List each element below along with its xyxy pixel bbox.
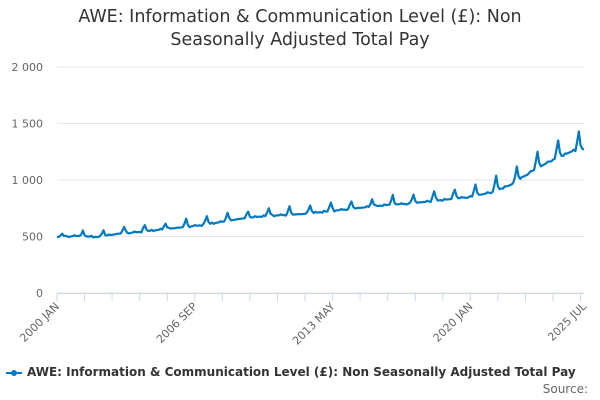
chart-title-line-2: Seasonally Adjusted Total Pay [170,30,430,50]
legend-line-marker-icon [6,368,24,378]
source-label: Source: [542,382,588,396]
x-tick-label: 2006 SEP [154,300,200,346]
plot-area [56,130,585,239]
y-tick-label: 2 000 [12,61,44,74]
y-tick-label: 1 500 [12,118,44,131]
y-tick-label: 500 [22,231,43,244]
y-tick-label: 0 [36,287,43,300]
x-tick-label: 2020 JAN [431,300,476,345]
y-axis: 0 500 1 000 1 500 2 000 [12,61,44,300]
legend-label: AWE: Information & Communication Level (… [27,365,576,379]
x-tick-label: 2013 MAY [290,300,338,348]
chart-title: AWE: Information & Communication Level (… [0,6,600,52]
x-tick-label: 2025 JUL [545,299,589,343]
series-line [56,130,585,239]
legend[interactable]: AWE: Information & Communication Level (… [6,365,600,379]
chart-title-line-1: AWE: Information & Communication Level (… [78,7,522,27]
y-tick-label: 1 000 [12,174,44,187]
x-axis: 2000 JAN 2006 SEP 2013 MAY 2020 JAN 2025 JUL [17,293,590,348]
chart-gridlines [57,66,584,294]
x-tick-label: 2000 JAN [17,300,62,345]
